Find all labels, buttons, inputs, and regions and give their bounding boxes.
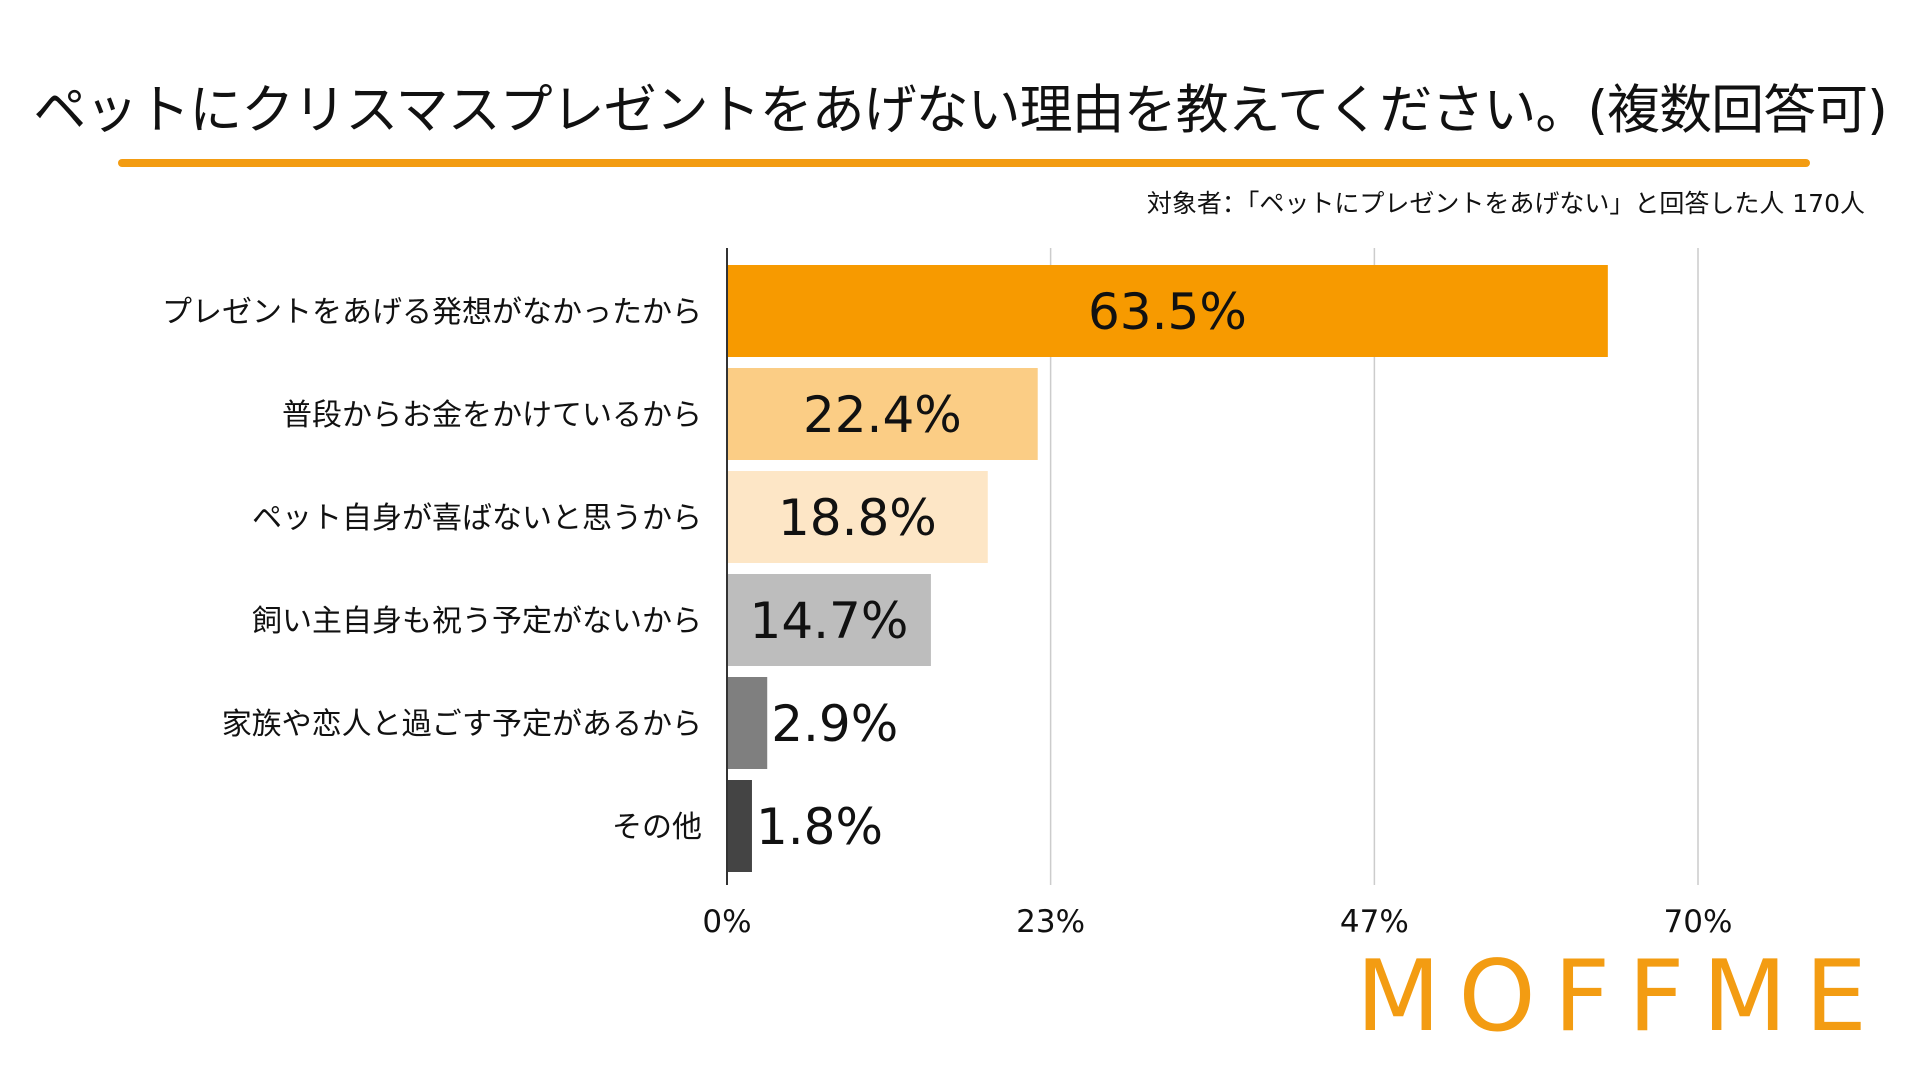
bar xyxy=(727,265,1608,357)
chart-subtitle: 対象者：「ペットにプレゼントをあげない」と回答した人 170人 xyxy=(1146,189,1865,218)
data-label: 2.9% xyxy=(771,695,898,753)
category-label: ペット自身が喜ばないと思うから xyxy=(252,501,702,536)
x-tick-label: 0% xyxy=(702,904,751,940)
bar xyxy=(727,677,768,769)
data-label: 22.4% xyxy=(803,386,962,444)
data-label: 18.8% xyxy=(778,489,937,547)
x-tick-label: 70% xyxy=(1664,904,1733,940)
bar xyxy=(727,368,1038,460)
category-label: 家族や恋人と過ごす予定があるから xyxy=(222,707,702,742)
data-label: 14.7% xyxy=(750,592,909,650)
category-label: 飼い主自身も祝う予定がないから xyxy=(252,604,702,639)
x-tick-label: 47% xyxy=(1340,904,1409,940)
category-label: プレゼントをあげる発想がなかったから xyxy=(162,295,702,330)
data-label: 63.5% xyxy=(1088,283,1247,341)
category-label: その他 xyxy=(612,810,702,845)
chart-title: ペットにクリスマスプレゼントをあげない理由を教えてください。(複数回答可) xyxy=(33,80,1888,141)
data-label: 1.8% xyxy=(756,798,883,856)
bar xyxy=(727,574,931,666)
moffme-logo: MOFFME xyxy=(1356,940,1885,1054)
bar xyxy=(727,471,988,563)
x-tick-label: 23% xyxy=(1016,904,1085,940)
title-underline xyxy=(118,159,1810,167)
category-label: 普段からお金をかけているから xyxy=(282,398,702,433)
bar xyxy=(727,780,752,872)
bar-chart: 0% 23% 47% 70% プレゼントをあげる発想がなかったから 63.5% 普段からお金… xyxy=(162,248,1733,940)
